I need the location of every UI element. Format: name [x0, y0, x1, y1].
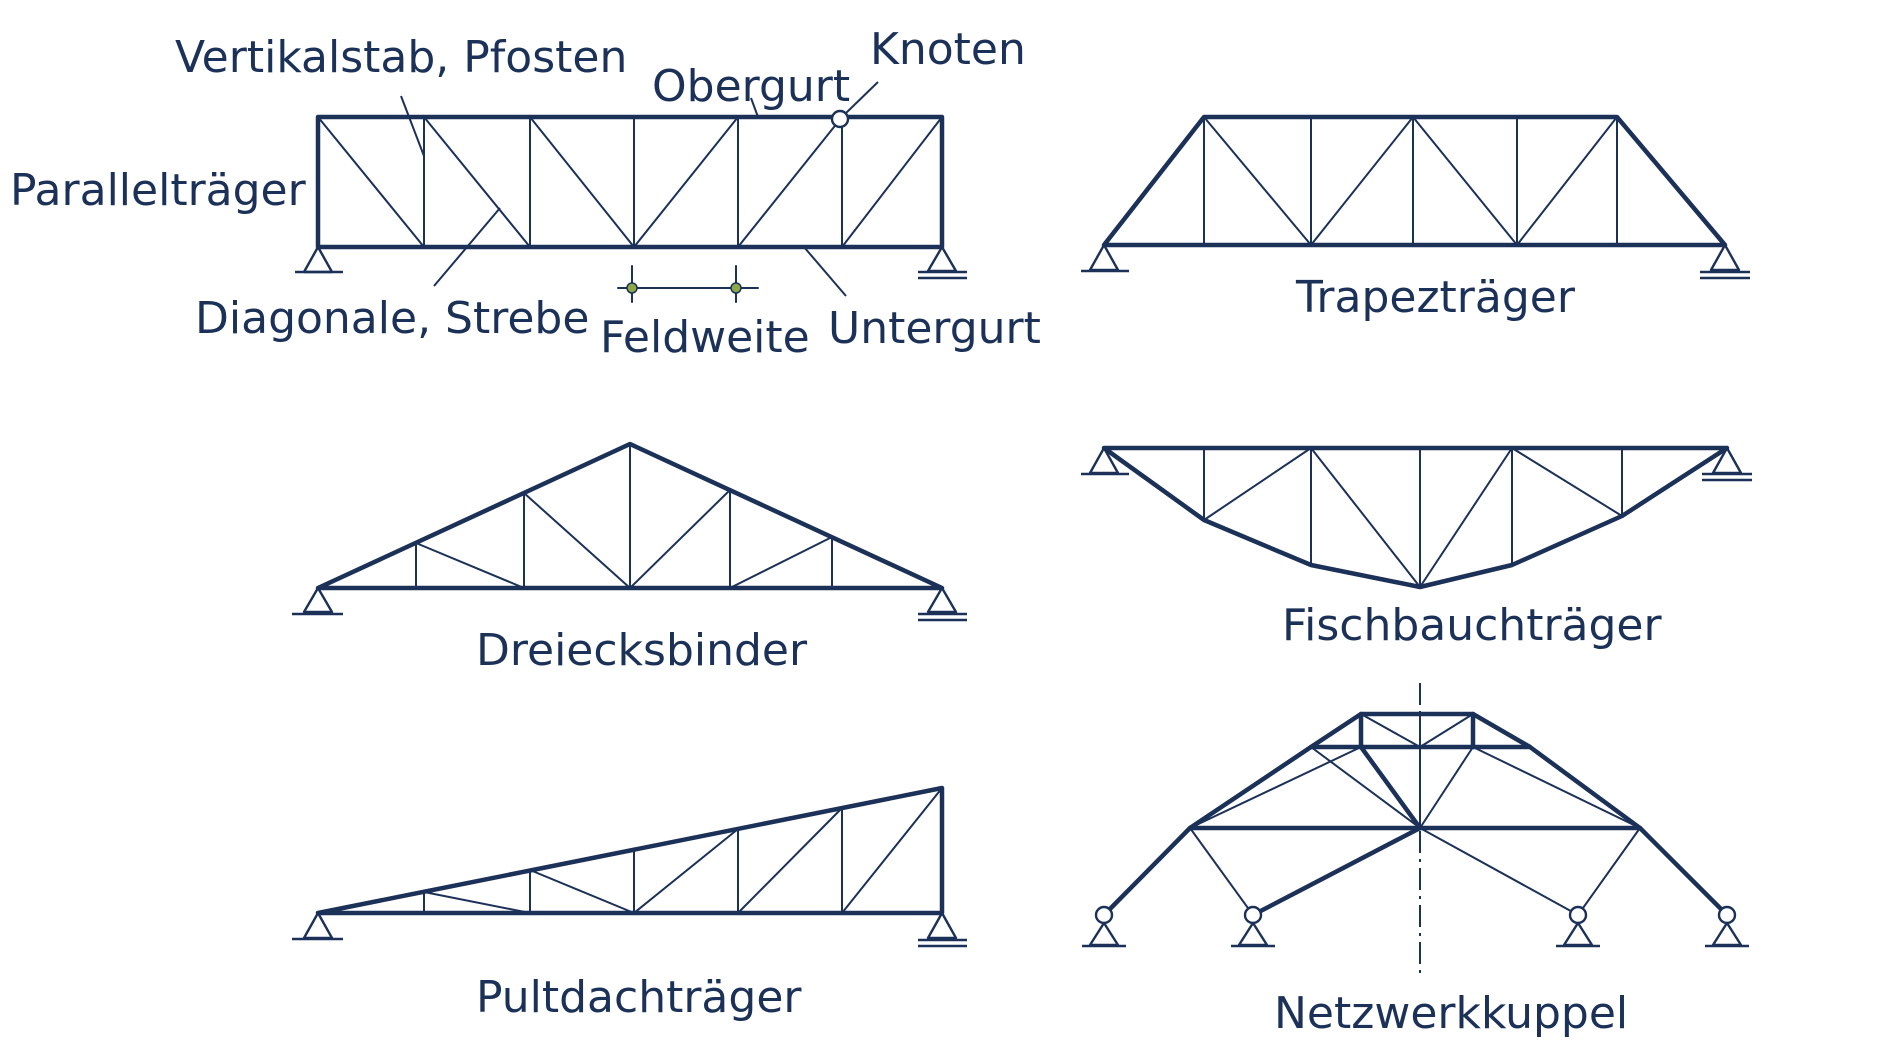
feldweite-dimension — [617, 265, 759, 303]
obergurt-leader-line — [750, 97, 759, 118]
trapezoid-truss-roller-support — [1700, 243, 1750, 280]
monopitch-truss-roller-support — [918, 911, 967, 948]
monopitch-truss-members — [423, 787, 943, 914]
triangular-truss-members — [415, 443, 833, 589]
fishbelly-truss-fixed-support — [1081, 446, 1129, 476]
trapezoid-truss-frame — [1101, 114, 1728, 248]
fishbelly-truss — [1081, 445, 1752, 590]
monopitch-truss-fixed-support — [292, 911, 343, 941]
trapezoid-truss-fixed-support — [1081, 243, 1129, 273]
untergurt-leader-line — [803, 246, 847, 297]
trapezoid-truss-members — [1203, 116, 1618, 246]
label-netzwerkkuppel: Netzwerkkuppel — [1274, 988, 1628, 1039]
label-feldweite: Feldweite — [600, 312, 810, 363]
diagonale-leader-line — [433, 207, 501, 287]
label-trapeztraeger: Trapezträger — [1295, 272, 1576, 323]
triangular-truss-roller-support — [918, 586, 967, 622]
vertikalstab-leader-line — [400, 95, 425, 157]
lattice-dome-members — [1189, 713, 1641, 916]
monopitch-truss — [292, 785, 967, 948]
label-pultdachtraeger: Pultdachträger — [476, 972, 802, 1023]
lattice-dome-hinged-supports — [1082, 905, 1749, 948]
parallel-truss-roller-support — [918, 245, 967, 280]
label-obergurt: Obergurt — [652, 61, 850, 112]
knoten-node-marker — [830, 109, 850, 129]
monopitch-truss-frame — [315, 785, 945, 916]
parallel-truss — [295, 81, 967, 303]
label-untergurt: Untergurt — [828, 303, 1041, 354]
parallel-truss-fixed-support — [295, 245, 343, 274]
parallel-truss-frame — [315, 114, 945, 250]
triangular-truss — [292, 441, 967, 622]
label-knoten: Knoten — [870, 24, 1026, 75]
label-diagonale: Diagonale, Strebe — [195, 293, 589, 344]
label-paralleltraeger: Parallelträger — [10, 165, 307, 216]
fishbelly-truss-frame — [1101, 445, 1730, 590]
fishbelly-truss-members — [1203, 447, 1623, 588]
lattice-dome — [1082, 683, 1749, 975]
knoten-leader-line — [845, 81, 879, 114]
label-vertikalstab: Vertikalstab, Pfosten — [175, 32, 627, 83]
label-fischbauchtraeger: Fischbauchträger — [1282, 600, 1662, 651]
parallel-truss-members — [317, 116, 943, 248]
fishbelly-truss-roller-support — [1702, 446, 1752, 482]
triangular-truss-fixed-support — [292, 586, 343, 616]
label-dreiecksbinder: Dreiecksbinder — [476, 625, 808, 676]
trapezoid-truss — [1081, 114, 1750, 280]
